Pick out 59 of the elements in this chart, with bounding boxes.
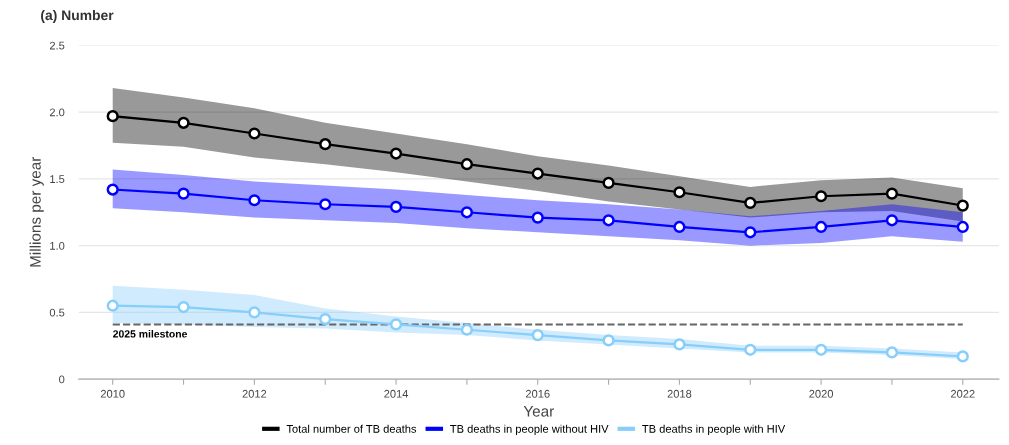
x-tick-label: 2010 — [100, 389, 125, 398]
point — [744, 196, 757, 210]
point — [389, 200, 403, 214]
point — [460, 158, 474, 171]
point — [248, 194, 261, 207]
point — [177, 116, 190, 129]
point — [106, 299, 119, 312]
point — [956, 199, 969, 212]
point — [673, 186, 686, 199]
legend-label: TB deaths in people without HIV — [450, 424, 609, 435]
y-tick-label: 0.5 — [49, 308, 65, 317]
x-tick-label: 2016 — [525, 389, 550, 398]
y-tick-label: 1.0 — [50, 241, 65, 250]
point — [106, 110, 119, 123]
point — [885, 214, 899, 227]
y-axis-title: Millions per year — [29, 156, 44, 267]
y-tick-label: 0 — [59, 375, 65, 384]
x-tick-label: 2012 — [242, 389, 267, 398]
point — [248, 306, 261, 319]
point — [460, 323, 474, 336]
point — [177, 300, 190, 314]
x-tick-label: 2018 — [667, 389, 692, 398]
y-tick-label: 2.0 — [49, 108, 65, 117]
y-tick-label: 2.5 — [49, 41, 65, 50]
legend-label: TB deaths in people with HIV — [642, 424, 786, 435]
point — [531, 211, 544, 224]
point — [744, 226, 757, 239]
point — [602, 176, 615, 190]
x-tick-label: 2020 — [809, 389, 834, 398]
point — [248, 127, 261, 140]
point — [319, 138, 332, 151]
point — [602, 214, 615, 227]
y-tick-label: 1.5 — [50, 175, 65, 184]
chart-title: (a) Number — [41, 9, 114, 23]
legend-label: Total number of TB deaths — [286, 424, 417, 433]
x-tick-label: 2022 — [950, 389, 975, 398]
x-axis-title: Year — [523, 406, 554, 417]
point — [319, 312, 332, 326]
point — [531, 167, 544, 180]
point — [814, 220, 828, 234]
point — [602, 334, 615, 347]
point — [956, 350, 969, 363]
point — [885, 346, 899, 359]
point — [460, 206, 474, 219]
point — [177, 187, 190, 200]
point — [389, 318, 403, 331]
point — [744, 343, 757, 356]
point — [673, 220, 686, 234]
point — [956, 220, 969, 234]
point — [885, 187, 899, 200]
point — [814, 190, 828, 203]
point — [531, 328, 544, 342]
ref-line-label: 2025 milestone — [113, 329, 188, 338]
point — [814, 343, 828, 356]
point — [319, 198, 332, 211]
x-tick-label: 2014 — [384, 389, 409, 398]
point — [673, 338, 686, 351]
point — [106, 183, 119, 196]
point — [389, 147, 403, 160]
